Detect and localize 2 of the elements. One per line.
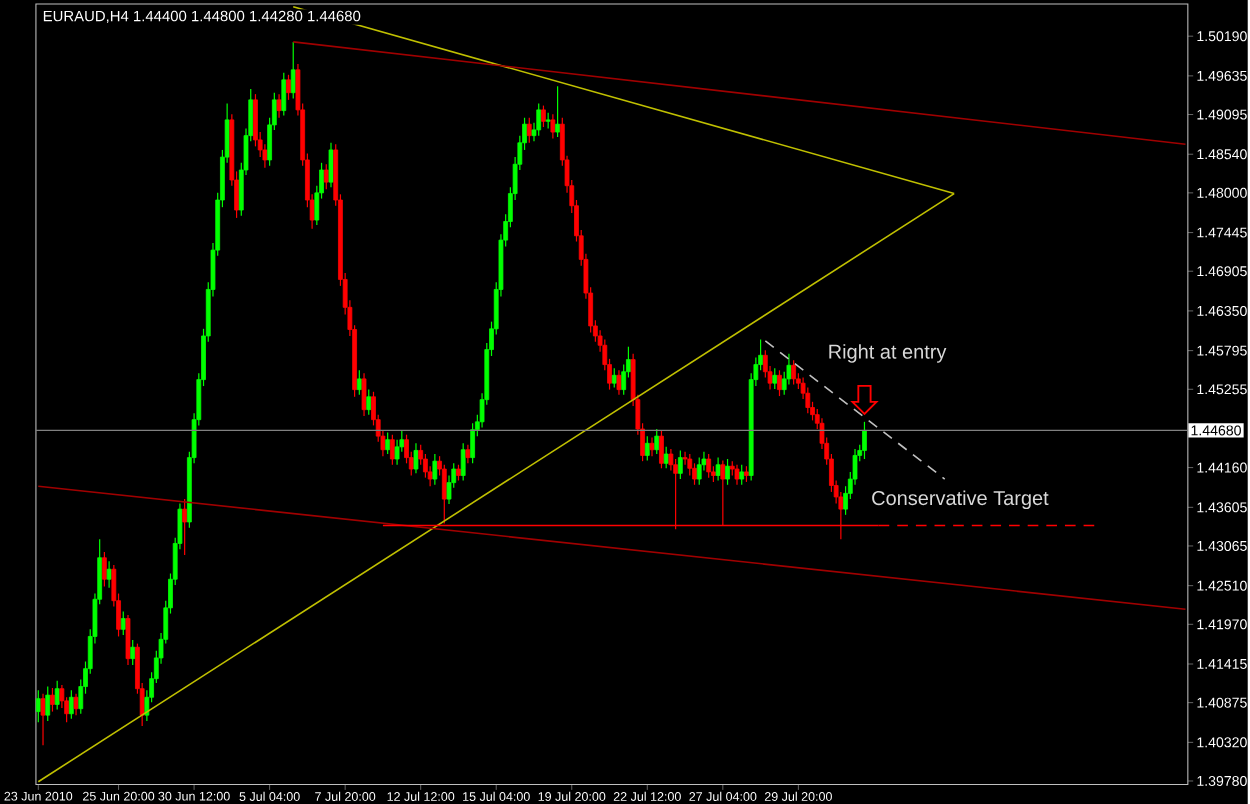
annotation: Right at entry <box>829 343 947 363</box>
annotation: Conservative Target <box>872 490 1049 509</box>
